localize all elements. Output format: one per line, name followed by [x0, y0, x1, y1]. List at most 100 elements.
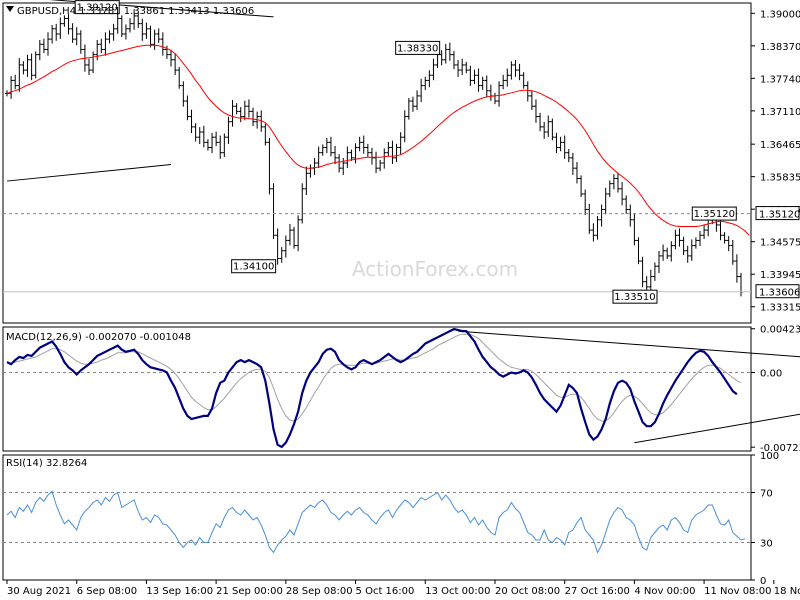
price-bar [369, 147, 374, 165]
price-bar [505, 68, 510, 87]
price-bar [152, 29, 157, 50]
x-tick-label: 28 Sep 08:00 [286, 586, 353, 597]
x-tick-label: 13 Oct 00:00 [425, 586, 490, 597]
price-bar [50, 25, 55, 44]
axis-price-badge-box [755, 206, 800, 221]
price-bar [542, 121, 547, 139]
price-bar [480, 76, 485, 90]
price-bar [472, 69, 477, 85]
price-bar [497, 81, 502, 107]
time-x-axis: 30 Aug 2021 6 Sep 08:00 13 Sep 16:00 21 Sep… [6, 580, 800, 597]
price-bar [378, 159, 383, 172]
price-bar [603, 187, 608, 215]
price-bar [685, 245, 690, 263]
price-bar [128, 18, 133, 33]
price-bar [333, 145, 338, 165]
price-bar [201, 125, 206, 148]
price-bar [9, 76, 14, 99]
callout-label: 1.34100 [233, 262, 274, 273]
price-bar [443, 43, 448, 64]
price-bar [328, 136, 333, 157]
price-bar [574, 161, 579, 184]
price-bar [320, 144, 325, 156]
price-bar [62, 15, 67, 27]
price-bar [148, 25, 153, 48]
price-bar [624, 195, 629, 214]
price-bar [390, 140, 395, 165]
price-bar [21, 61, 26, 75]
price-bar [136, 12, 141, 28]
rsi-header-text: RSI(14) 32.8264 [6, 458, 87, 469]
price-bar [673, 229, 678, 250]
price-bar [702, 224, 707, 239]
price-bar [119, 15, 124, 38]
macd-y-tick-label: 0.00 [760, 368, 782, 379]
y-tick-label: 1.39000 [760, 9, 800, 20]
price-bar [78, 30, 83, 54]
price-bar [484, 75, 489, 98]
x-tick-label: 13 Sep 16:00 [146, 586, 213, 597]
price-header-text: GBPUSD,H4 1.33781 1.33861 1.33413 1.3360… [17, 6, 254, 17]
watermark-text: ActionForex.com [352, 257, 518, 281]
price-bar [517, 63, 522, 81]
price-bar [300, 183, 305, 224]
price-bar [238, 107, 243, 123]
x-tick-label: 11 Nov 08:00 [704, 586, 771, 597]
price-bar [554, 132, 559, 154]
price-bar [566, 148, 571, 163]
price-bar [406, 97, 411, 120]
x-tick-label: 4 Nov 00:00 [634, 586, 695, 597]
price-bar [140, 18, 145, 41]
callout-box [231, 259, 277, 274]
price-bar [304, 166, 309, 195]
x-tick-label: 30 Aug 2021 [7, 586, 71, 597]
price-bar [316, 146, 321, 168]
price-bar [419, 78, 424, 103]
macd-trendline [634, 413, 800, 444]
price-bar [611, 174, 616, 190]
axis-price-badge-box [755, 284, 800, 299]
y-tick-label: 1.37740 [760, 74, 800, 85]
panel-frames [2, 2, 752, 581]
price-bar [222, 133, 227, 158]
x-tick-label: 5 Oct 16:00 [356, 586, 415, 597]
price-bar [632, 213, 637, 246]
rsi-grid [3, 492, 751, 543]
price-bar [271, 183, 276, 239]
collapse-triangle-icon[interactable] [6, 6, 14, 12]
price-bar [665, 247, 670, 259]
price-bar [365, 143, 370, 158]
price-bar [734, 254, 739, 283]
y-tick-label: 1.36465 [760, 140, 800, 151]
price-bar [263, 123, 268, 146]
price-bar [509, 61, 514, 80]
price-bar [234, 103, 239, 115]
price-bar [521, 72, 526, 89]
price-bar [173, 53, 178, 76]
price-bar [451, 50, 456, 70]
macd-y-tick-label: -0.00723 [760, 443, 800, 454]
macd-y-axis: 0.004231 0.00 -0.00723 [751, 325, 800, 454]
price-bar [337, 154, 342, 173]
price-bar [283, 235, 288, 258]
price-panel: ActionForex.com 1.391201.383301.341001.3… [3, 0, 800, 314]
price-bar [591, 223, 596, 242]
x-tick-label: 6 Sep 08:00 [77, 586, 137, 597]
price-bar [402, 110, 407, 143]
y-tick-label: 1.34575 [760, 238, 800, 249]
price-bar [230, 100, 235, 127]
price-bar [226, 116, 231, 145]
price-bar [501, 74, 506, 90]
price-callout: 1.34100 [231, 259, 277, 274]
price-bar [29, 53, 34, 81]
price-bar [456, 59, 461, 77]
callout-box [395, 40, 441, 55]
price-bar [95, 39, 100, 61]
trendline [48, 0, 274, 18]
callout-label: 1.39120 [77, 3, 118, 14]
price-bar [398, 132, 403, 155]
price-bar [476, 68, 481, 92]
price-bar [460, 58, 465, 76]
price-bar [279, 247, 284, 263]
